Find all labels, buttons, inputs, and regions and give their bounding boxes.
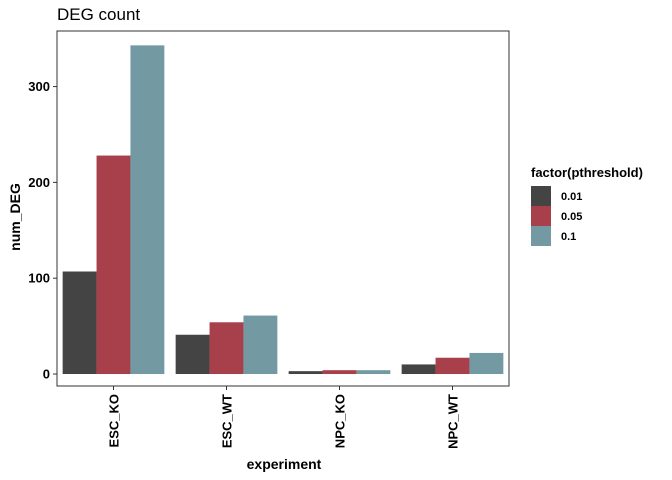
x-axis-title: experiment	[247, 456, 322, 472]
x-tick-label: NPC_WT	[446, 394, 461, 449]
bar-npc-wt-0-01	[401, 364, 436, 375]
legend-key-0-01	[531, 186, 551, 206]
y-axis-title: num_DEG	[7, 183, 23, 251]
y-tick-label: 0	[43, 367, 50, 382]
bar-esc-wt-0-1	[243, 315, 278, 375]
bar-npc-wt-0-05	[435, 357, 470, 375]
legend-label: 0.01	[561, 191, 582, 203]
bar-npc-ko-0-1	[356, 370, 391, 375]
bar-npc-wt-0-1	[469, 352, 504, 375]
x-tick-label: ESC_KO	[107, 394, 122, 447]
bar-npc-ko-0-01	[288, 371, 323, 375]
legend: factor(pthreshold) 0.01 0.05 0.1	[531, 165, 643, 246]
bar-esc-wt-0-01	[175, 334, 210, 375]
bar-esc-ko-0-1	[130, 45, 165, 375]
plot-area	[62, 45, 504, 375]
y-tick-label: 300	[28, 79, 50, 94]
bar-npc-ko-0-05	[322, 370, 357, 375]
y-tick-label: 100	[28, 271, 50, 286]
y-axis: 0 100 200 300	[28, 79, 57, 382]
y-tick-label: 200	[28, 175, 50, 190]
legend-key-0-1	[531, 226, 551, 246]
legend-label: 0.05	[561, 211, 582, 223]
x-axis: ESC_KO ESC_WT NPC_KO NPC_WT	[107, 386, 461, 449]
bar-esc-ko-0-01	[62, 271, 97, 375]
legend-label: 0.1	[561, 231, 576, 243]
panel-border	[56, 30, 510, 387]
bar-esc-ko-0-05	[96, 155, 131, 375]
chart-title: DEG count	[57, 5, 140, 24]
x-tick-label: NPC_KO	[333, 394, 348, 448]
legend-title: factor(pthreshold)	[531, 165, 643, 180]
x-tick-label: ESC_WT	[220, 394, 235, 448]
legend-key-0-05	[531, 206, 551, 226]
bar-esc-wt-0-05	[209, 322, 244, 375]
